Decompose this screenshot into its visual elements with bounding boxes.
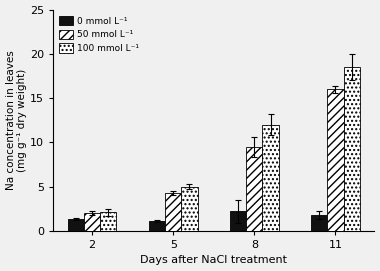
X-axis label: Days after NaCl treatment: Days after NaCl treatment xyxy=(140,256,287,265)
Bar xyxy=(100,212,116,231)
Bar xyxy=(84,213,100,231)
Bar xyxy=(165,193,181,231)
Y-axis label: Na concentration in leaves
(mg g⁻¹ dry weight): Na concentration in leaves (mg g⁻¹ dry w… xyxy=(6,50,27,190)
Bar xyxy=(68,219,84,231)
Bar xyxy=(230,211,246,231)
Bar xyxy=(328,89,344,231)
Bar xyxy=(246,147,263,231)
Bar xyxy=(344,67,360,231)
Bar xyxy=(149,221,165,231)
Bar xyxy=(263,125,279,231)
Legend: 0 mmol L⁻¹, 50 mmol L⁻¹, 100 mmol L⁻¹: 0 mmol L⁻¹, 50 mmol L⁻¹, 100 mmol L⁻¹ xyxy=(58,14,141,55)
Bar xyxy=(181,187,198,231)
Bar xyxy=(311,215,328,231)
